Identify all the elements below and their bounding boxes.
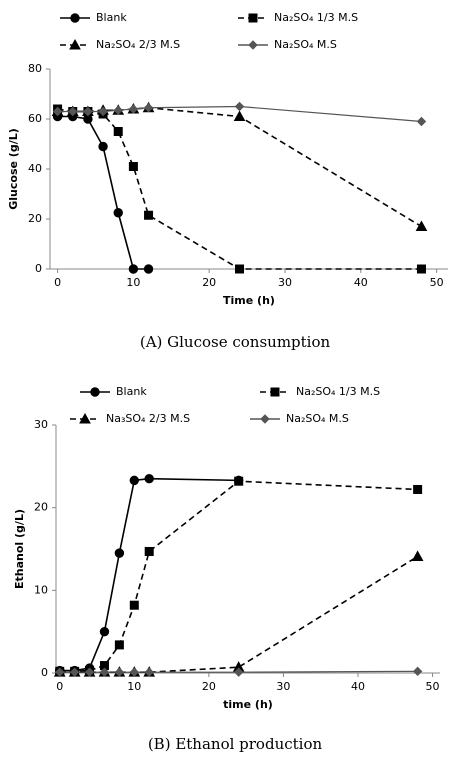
marker [83, 106, 93, 117]
marker [143, 264, 154, 274]
marker [68, 106, 78, 117]
marker [128, 264, 139, 274]
marker [113, 105, 123, 115]
marker [233, 667, 244, 677]
legend-label: Na₃SO₄ 2/3 M.S [106, 412, 190, 425]
legend-marker [70, 13, 80, 23]
legend-marker [248, 13, 258, 23]
series-line [59, 480, 418, 673]
marker [114, 548, 125, 558]
marker [412, 666, 423, 677]
x-tick-label: 50 [430, 276, 444, 289]
marker [99, 667, 110, 677]
y-tick-label: 60 [28, 112, 42, 125]
marker [52, 106, 63, 117]
x-tick-label: 50 [426, 680, 440, 693]
marker [411, 550, 424, 561]
marker [235, 264, 245, 274]
legend-marker [79, 412, 91, 424]
marker [84, 667, 95, 677]
y-tick-label: 0 [35, 262, 42, 275]
x-tick-label: 0 [56, 680, 63, 693]
x-tick-label: 30 [276, 680, 290, 693]
marker [144, 210, 154, 220]
series-line [57, 115, 149, 270]
x-tick-label: 40 [351, 680, 365, 693]
x-tick-label: 10 [127, 680, 141, 693]
y-axis-label: Ethanol (g/L) [13, 509, 26, 589]
legend-label: Na₂SO₄ M.S [286, 412, 349, 425]
y-tick-label: 30 [34, 418, 48, 431]
marker [114, 667, 125, 677]
marker [55, 667, 65, 677]
marker [128, 162, 138, 171]
marker [129, 600, 139, 610]
legend-label: Blank [116, 385, 147, 398]
marker [416, 116, 427, 127]
legend-marker [90, 387, 100, 397]
legend-label: Na₂SO₄ 2/3 M.S [96, 38, 180, 51]
marker [415, 220, 428, 231]
marker [98, 106, 108, 117]
legend-label: Na₂SO₄ 1/3 M.S [274, 11, 358, 24]
x-tick-label: 0 [54, 276, 61, 289]
y-tick-label: 80 [28, 62, 42, 75]
x-tick-label: 20 [202, 680, 216, 693]
legend-marker [260, 414, 270, 424]
marker [413, 484, 423, 494]
y-axis-label: Glucose (g/L) [7, 128, 20, 210]
marker [234, 101, 245, 112]
legend-marker [248, 40, 258, 50]
y-tick-label: 20 [34, 501, 48, 514]
legend-marker [270, 387, 280, 397]
x-tick-label: 20 [202, 276, 216, 289]
x-axis-label: time (h) [223, 698, 273, 711]
x-axis-label: Time (h) [223, 294, 275, 307]
marker [113, 127, 123, 136]
y-tick-label: 10 [34, 583, 48, 596]
legend-label: Na₂SO₄ M.S [274, 38, 337, 51]
y-tick-label: 20 [28, 212, 42, 225]
marker [234, 476, 244, 486]
x-tick-label: 30 [278, 276, 292, 289]
marker [113, 208, 123, 218]
marker [114, 640, 124, 650]
caption: (A) Glucose consumption [140, 333, 331, 351]
caption: (B) Ethanol production [148, 735, 323, 753]
marker [143, 103, 154, 113]
marker [144, 667, 154, 677]
legend-label: Na₂SO₄ 1/3 M.S [296, 385, 380, 398]
marker [416, 264, 426, 274]
y-tick-label: 40 [28, 162, 42, 175]
legend-label: Blank [96, 11, 127, 24]
marker [233, 110, 246, 121]
marker [99, 626, 110, 637]
series-line [59, 555, 419, 673]
x-tick-label: 10 [126, 276, 140, 289]
marker [144, 546, 154, 556]
marker [129, 667, 139, 677]
legend-marker [69, 38, 81, 50]
marker [98, 141, 108, 152]
marker [69, 667, 80, 677]
y-tick-label: 0 [41, 666, 48, 679]
marker [128, 104, 139, 114]
marker [144, 474, 154, 484]
marker [129, 475, 139, 486]
series-line [59, 477, 239, 672]
x-tick-label: 40 [354, 276, 368, 289]
